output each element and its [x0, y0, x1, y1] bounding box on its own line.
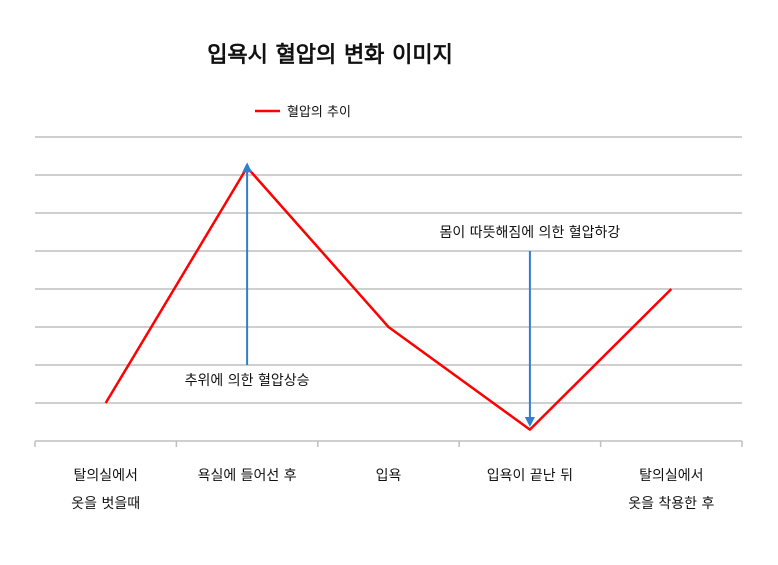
annotation-text-0: 추위에 의한 혈압상승	[185, 373, 310, 389]
legend: 혈압의 추이	[255, 105, 351, 120]
gridlines	[35, 136, 742, 404]
category-label-3-0: 입욕이 끝난 뒤	[487, 468, 573, 484]
chart-title: 입욕시 혈압의 변화 이미지	[207, 43, 453, 68]
category-label-4-0: 탈의실에서	[639, 468, 703, 484]
legend-label-blood-pressure: 혈압의 추이	[287, 105, 351, 120]
category-label-4-1: 옷을 착용한 후	[628, 496, 714, 512]
category-label-1-0: 욕실에 들어선 후	[198, 468, 297, 484]
category-label-0-1: 옷을 벗을때	[71, 496, 140, 512]
x-axis	[34, 440, 743, 447]
annotations: 추위에 의한 혈압상승 몸이 따뜻해짐에 의한 혈압하강	[185, 162, 621, 427]
series-lines	[104, 166, 673, 431]
category-label-2-0: 입욕	[376, 468, 402, 484]
annotation-text-1: 몸이 따뜻해짐에 의한 혈압하강	[440, 225, 621, 241]
category-label-0-0: 탈의실에서	[73, 468, 137, 484]
series-line-0	[104, 166, 673, 431]
